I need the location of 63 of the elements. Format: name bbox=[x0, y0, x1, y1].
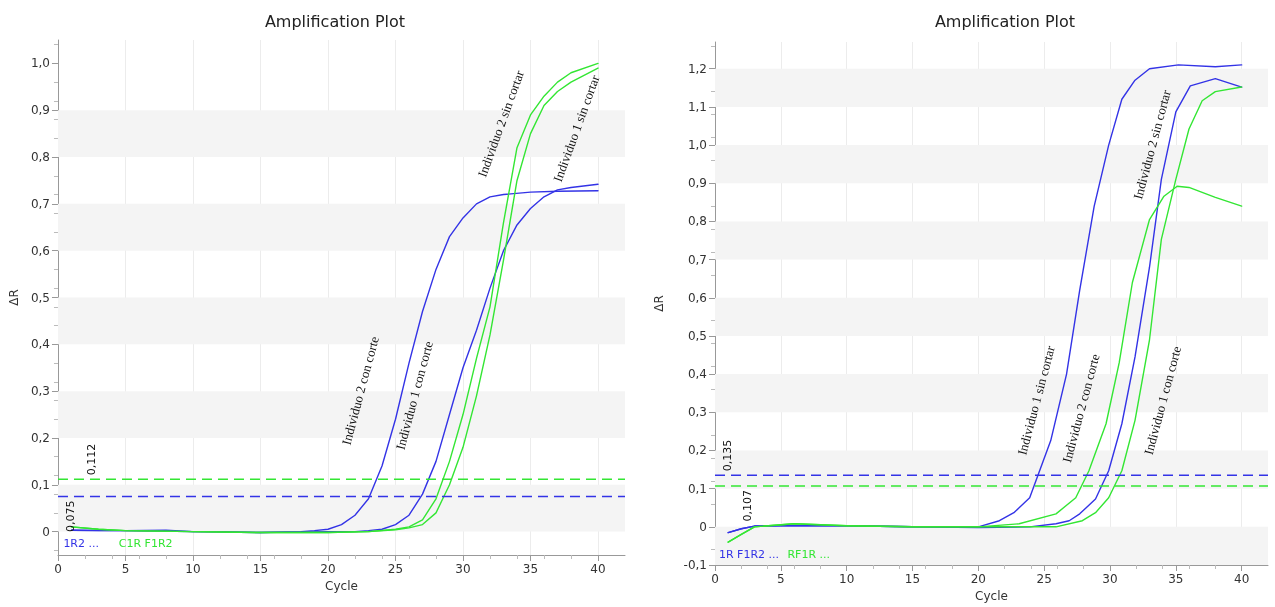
y-tick-label: 0,1 bbox=[30, 477, 50, 492]
x-tick-label: 30 bbox=[1102, 572, 1118, 586]
y-tick-label: 0,1 bbox=[687, 481, 707, 496]
y-tick-label: 0,8 bbox=[30, 150, 50, 165]
annotation: Individuo 1 con corte bbox=[392, 339, 437, 452]
x-tick-label: 5 bbox=[121, 562, 130, 576]
y-axis-title: ΔR bbox=[652, 295, 666, 312]
annotation: C1R F1R2 bbox=[118, 537, 173, 551]
x-tick-label: 20 bbox=[320, 562, 336, 576]
ref-line-label: 0,075 bbox=[64, 500, 78, 532]
annotation: RF1R ... bbox=[787, 548, 831, 562]
annotation: Individuo 2 con corte bbox=[1059, 352, 1103, 464]
y-tick-label: 0,3 bbox=[30, 384, 50, 399]
y-tick-label: 0,6 bbox=[30, 243, 50, 258]
y-tick-label: 0,7 bbox=[687, 252, 707, 267]
y-tick-label: 0,3 bbox=[687, 405, 707, 420]
annotation: 1R F1R2 ... bbox=[718, 548, 780, 562]
y-tick-label: 0 bbox=[699, 519, 707, 534]
x-tick-label: 35 bbox=[1168, 572, 1184, 586]
ref-line-label: 0,112 bbox=[84, 443, 98, 476]
chart-title: Amplification Plot bbox=[934, 11, 1076, 31]
y-axis-title: ΔR bbox=[7, 289, 21, 306]
x-tick-label: 15 bbox=[904, 572, 921, 586]
x-tick-label: 35 bbox=[522, 562, 539, 576]
x-axis-title: Cycle bbox=[325, 578, 358, 593]
y-tick-label: 0,6 bbox=[687, 290, 707, 305]
y-tick-label: 0,5 bbox=[687, 328, 707, 343]
x-tick-label: 0 bbox=[54, 562, 62, 576]
x-tick-label: 30 bbox=[455, 562, 471, 576]
y-tick-label: 0,5 bbox=[30, 290, 50, 305]
annotation: Individuo 1 sin cortar bbox=[1014, 343, 1059, 457]
y-tick-label: 0 bbox=[42, 524, 50, 539]
x-tick-label: 10 bbox=[185, 562, 201, 576]
y-tick-label: 1,2 bbox=[687, 61, 707, 76]
annotation: Individuo 1 con corte bbox=[1140, 344, 1185, 457]
y-tick-label: -0,1 bbox=[683, 558, 707, 572]
y-tick-label: 0,9 bbox=[30, 103, 50, 118]
ref-line-label: 0,135 bbox=[721, 439, 735, 472]
x-tick-label: 20 bbox=[970, 572, 986, 586]
y-tick-label: 0,7 bbox=[30, 196, 50, 211]
y-tick-label: 1,0 bbox=[30, 56, 50, 71]
y-tick-label: 0,2 bbox=[687, 443, 707, 458]
x-tick-label: 5 bbox=[777, 572, 785, 586]
x-tick-label: 15 bbox=[252, 562, 269, 576]
x-tick-label: 25 bbox=[387, 562, 404, 576]
annotation: 1R2 ... bbox=[63, 537, 100, 551]
ref-line-label: 0,107 bbox=[740, 489, 754, 522]
y-tick-label: 1,0 bbox=[687, 138, 707, 153]
y-tick-label: 1,1 bbox=[687, 99, 707, 114]
x-tick-label: 40 bbox=[1234, 572, 1250, 586]
chart-title: Amplification Plot bbox=[264, 11, 406, 31]
y-tick-label: 0,8 bbox=[687, 214, 707, 229]
x-tick-label: 0 bbox=[711, 572, 719, 586]
x-tick-label: 40 bbox=[590, 562, 606, 576]
x-axis-title: Cycle bbox=[975, 588, 1008, 603]
annotation: Individuo 2 con corte bbox=[338, 334, 383, 447]
x-tick-label: 25 bbox=[1036, 572, 1052, 586]
x-tick-label: 10 bbox=[839, 572, 855, 586]
y-tick-label: 0,9 bbox=[687, 176, 707, 191]
y-tick-label: 0,4 bbox=[30, 337, 50, 352]
y-tick-label: 0,2 bbox=[30, 430, 50, 445]
annotation: Individuo 2 sin cortar bbox=[1130, 87, 1174, 201]
y-tick-label: 0,4 bbox=[687, 367, 707, 382]
